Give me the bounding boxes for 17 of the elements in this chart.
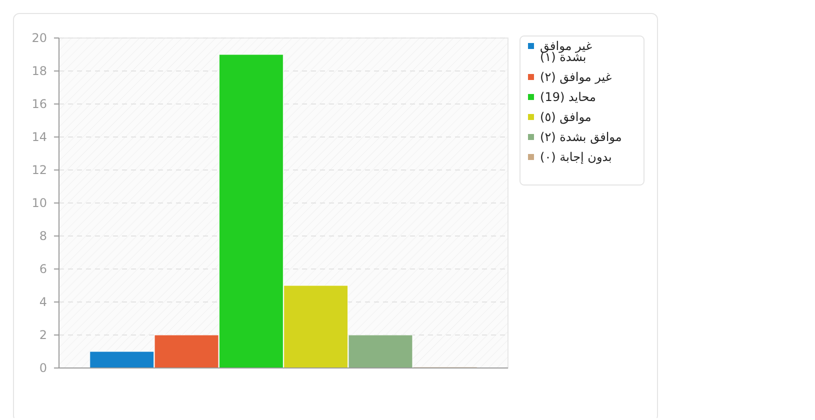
legend-label: بدون إجابة (٠)	[540, 150, 612, 164]
legend-label: موافق (٥)	[540, 110, 592, 124]
y-tick-label: 16	[32, 97, 47, 112]
y-tick-label: 14	[32, 130, 47, 144]
legend-label: موافق بشدة (٢)	[540, 130, 622, 144]
y-tick-label: 4	[39, 295, 47, 310]
y-tick-label: 20	[32, 31, 47, 46]
legend-label: غير موافق (٢)	[540, 70, 612, 84]
y-tick-label: 18	[32, 64, 47, 78]
y-tick-label: 12	[32, 163, 47, 178]
legend-label: محايد (19)	[540, 90, 596, 104]
y-tick-label: 8	[39, 229, 47, 244]
y-tick-label: 2	[39, 328, 47, 342]
y-tick-label: 6	[39, 262, 47, 276]
y-tick-label: 0	[39, 361, 47, 376]
y-tick-label: 10	[32, 196, 47, 210]
legend-label: غير موافق بشدة (١)	[540, 39, 592, 64]
